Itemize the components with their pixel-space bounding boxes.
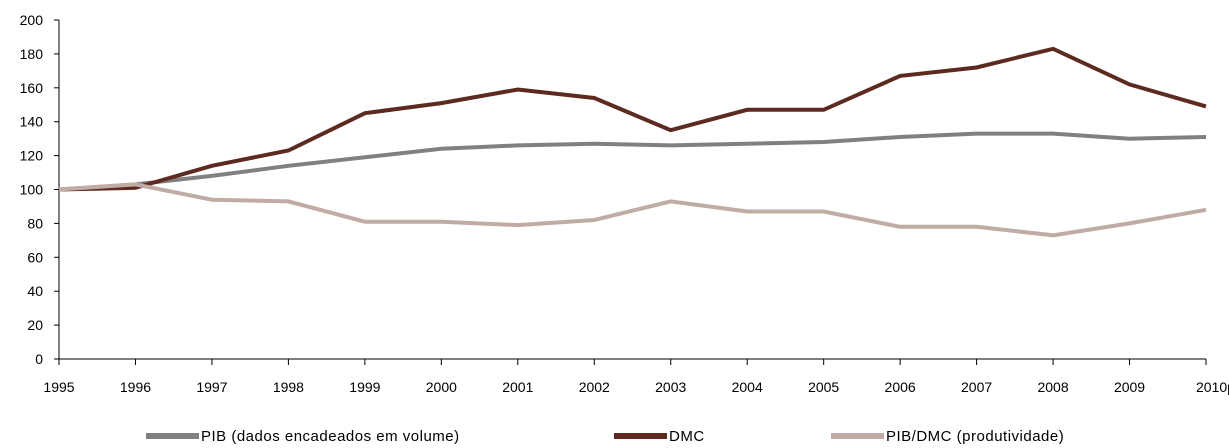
- x-tick-label: 2010p: [1196, 379, 1229, 395]
- x-tick-label: 2005: [808, 379, 839, 395]
- x-tick-label: 2009: [1114, 379, 1145, 395]
- y-tick-label: 60: [27, 249, 43, 265]
- x-tick-label: 2006: [885, 379, 916, 395]
- series-layer: [58, 46, 1207, 238]
- y-tick-label: 100: [20, 182, 44, 198]
- y-tick-label: 40: [27, 283, 43, 299]
- y-tick-label: 120: [20, 148, 44, 164]
- x-tick-label: 1998: [273, 379, 304, 395]
- y-tick-label: 0: [35, 351, 43, 367]
- y-tick-label: 180: [20, 46, 44, 62]
- series-line-0: [58, 131, 1207, 192]
- x-tick-label: 2000: [426, 379, 457, 395]
- x-tick-label: 2008: [1037, 379, 1068, 395]
- x-tick-label: 2003: [655, 379, 686, 395]
- y-tick-label: 200: [20, 12, 44, 28]
- y-tick-label: 80: [27, 215, 43, 231]
- series-line-2: [58, 182, 1207, 238]
- legend-label-2: PIB/DMC (produtividade): [886, 428, 1064, 445]
- y-tick-label: 160: [20, 80, 44, 96]
- x-tick-label: 1996: [120, 379, 151, 395]
- x-tick-label: 1995: [43, 379, 74, 395]
- legend-label-1: DMC: [669, 428, 705, 445]
- series-line-1: [58, 46, 1207, 192]
- x-tick-label: 2007: [961, 379, 992, 395]
- y-axis: 0 20 40 60 80 100 120 140 160 180 200: [20, 12, 60, 367]
- legend: PIB (dados encadeados em volume) DMC PIB/D…: [146, 428, 1064, 445]
- legend-label-0: PIB (dados encadeados em volume): [201, 428, 460, 445]
- x-tick-label: 2001: [502, 379, 533, 395]
- y-tick-label: 20: [27, 317, 43, 333]
- x-tick-label: 1997: [196, 379, 227, 395]
- y-tick-label: 140: [20, 114, 44, 130]
- x-axis: 1995 1996 1997 1998 1999 2000 2001 2002 2003 2004…: [43, 358, 1229, 395]
- x-tick-label: 2002: [579, 379, 610, 395]
- x-tick-label: 1999: [349, 379, 380, 395]
- x-tick-label: 2004: [732, 379, 763, 395]
